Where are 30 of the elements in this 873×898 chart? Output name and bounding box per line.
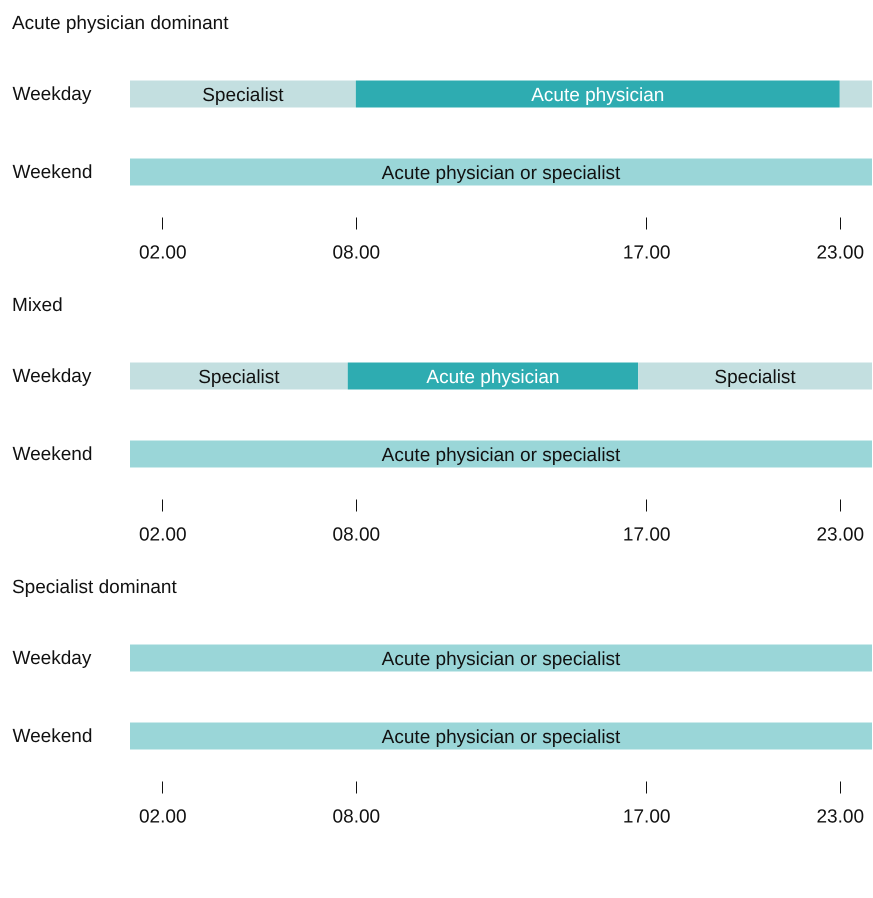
x-tick-label: 17.00 [622,242,670,264]
y-tick-label: Weekend [12,726,92,747]
series-label: Acute physician or specialist [382,727,622,748]
chart-title: Mixed [12,295,63,316]
x-tick-label: 23.00 [816,242,864,264]
x-tick-label: 02.00 [138,806,187,828]
series-label: Specialist [714,367,796,388]
y-tick-label: Weekday [12,648,92,669]
series-label: Acute physician or specialist [382,649,622,670]
chart-title: Acute physician dominant [12,13,230,34]
series-label: Specialist [198,367,280,388]
y-tick-label: Weekday [12,366,92,387]
x-tick-label: 17.00 [622,806,670,828]
series-label: Specialist [202,85,284,106]
x-tick-label: 02.00 [138,242,187,264]
series-label: Acute physician or specialist [382,163,622,184]
series-label: Acute physician or specialist [382,445,622,466]
series-label: Acute physician [531,85,664,106]
x-tick-label: 08.00 [332,242,380,264]
chart-title: Specialist dominant [12,577,178,598]
y-tick-label: Weekend [12,162,92,183]
x-tick-label: 08.00 [332,524,380,546]
y-tick-label: Weekend [12,444,92,465]
x-tick-label: 17.00 [622,524,670,546]
x-tick-label: 23.00 [816,524,864,546]
x-tick-label: 23.00 [816,806,864,828]
x-tick-label: 08.00 [332,806,380,828]
y-tick-label: Weekday [12,84,92,105]
series-label: Acute physician [426,367,560,388]
x-tick-label: 02.00 [138,524,187,546]
